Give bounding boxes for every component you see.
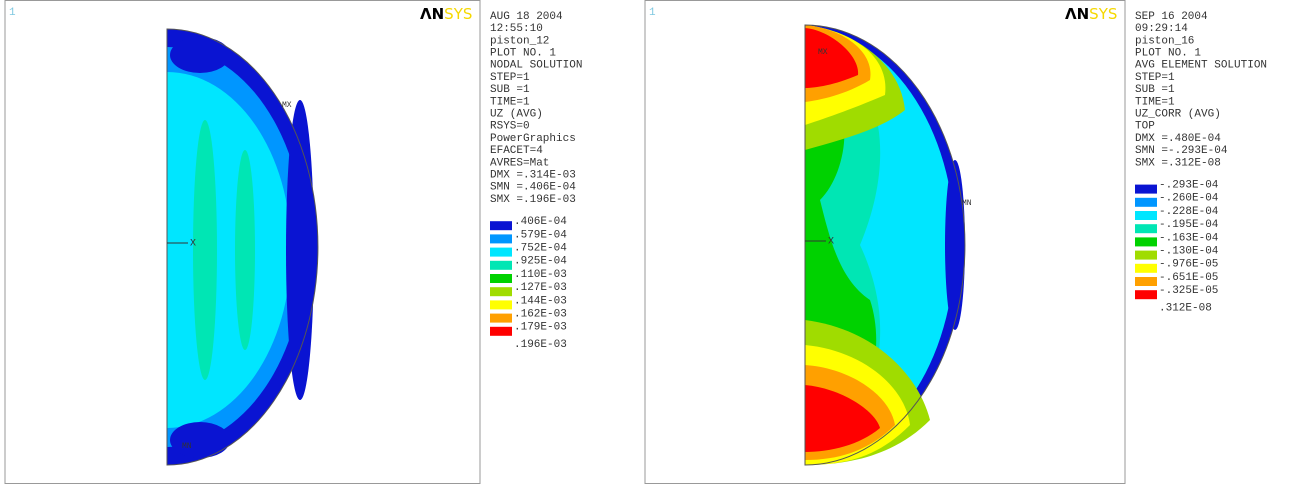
axis-label: X bbox=[828, 237, 834, 248]
info-line: TOP bbox=[1135, 121, 1155, 133]
legend-swatch bbox=[1135, 197, 1157, 207]
info-line: AVG ELEMENT SOLUTION bbox=[1135, 60, 1267, 72]
info-line: SEP 16 2004 bbox=[1135, 11, 1208, 23]
info-line: UZ (AVG) bbox=[490, 109, 543, 121]
info-line: 12:55:10 bbox=[490, 23, 543, 35]
info-line: DMX =.314E-03 bbox=[490, 170, 576, 182]
info-line: PLOT NO. 1 bbox=[490, 48, 556, 60]
info-line: piston_12 bbox=[490, 35, 549, 47]
legend-swatch bbox=[490, 274, 512, 283]
legend-label: .406E-04 bbox=[514, 216, 567, 228]
info-line: SMN =.406E-04 bbox=[490, 182, 576, 194]
info-line: NODAL SOLUTION bbox=[490, 60, 582, 72]
legend-label: -.130E-04 bbox=[1159, 246, 1219, 258]
max-marker: MX bbox=[818, 48, 828, 57]
axis-label: X bbox=[190, 239, 196, 250]
legend-label: .179E-03 bbox=[514, 322, 567, 334]
info-line: STEP=1 bbox=[490, 72, 530, 84]
legend-swatch bbox=[1135, 184, 1157, 194]
legend-swatch bbox=[490, 260, 512, 270]
contour-band bbox=[170, 37, 230, 73]
legend-label: -.163E-04 bbox=[1159, 232, 1219, 244]
legend-swatch bbox=[490, 313, 512, 323]
logo-light: SYS bbox=[444, 5, 472, 23]
contour-band bbox=[286, 100, 314, 400]
legend-label: .127E-03 bbox=[514, 282, 567, 294]
info-line: EFACET=4 bbox=[490, 145, 543, 157]
legend-label: -.325E-05 bbox=[1159, 285, 1218, 297]
contour-band bbox=[235, 150, 255, 350]
legend-swatch bbox=[490, 300, 512, 310]
info-line: TIME=1 bbox=[490, 96, 530, 108]
legend-label: .312E-08 bbox=[1159, 302, 1212, 314]
info-line: UZ_CORR (AVG) bbox=[1135, 109, 1221, 121]
min-marker: MN bbox=[182, 442, 192, 451]
info-line: TIME=1 bbox=[1135, 96, 1175, 108]
info-line: AUG 18 2004 bbox=[490, 11, 563, 23]
legend-label: .752E-04 bbox=[514, 243, 567, 255]
legend-swatch bbox=[1135, 224, 1157, 234]
contour-band bbox=[805, 28, 859, 88]
contour-band bbox=[193, 120, 217, 380]
info-line: SMX =.196E-03 bbox=[490, 194, 576, 206]
info-line: 09:29:14 bbox=[1135, 23, 1188, 35]
info-line: DMX =.480E-04 bbox=[1135, 133, 1221, 145]
max-marker: MX bbox=[282, 101, 292, 110]
legend-label: .162E-03 bbox=[514, 309, 567, 321]
legend-swatch bbox=[1135, 237, 1157, 247]
legend-swatch bbox=[1135, 263, 1157, 273]
legend-label: -.195E-04 bbox=[1159, 219, 1219, 231]
window-number: 1 bbox=[9, 7, 16, 19]
legend-label: -.651E-05 bbox=[1159, 272, 1218, 284]
info-line: AVRES=Mat bbox=[490, 157, 549, 169]
model-outline bbox=[804, 24, 966, 466]
info-line: RSYS=0 bbox=[490, 121, 530, 133]
min-marker: MN bbox=[962, 199, 972, 208]
legend-swatch bbox=[490, 287, 512, 297]
legend-label: .196E-03 bbox=[514, 339, 567, 351]
legend-label: -.293E-04 bbox=[1159, 180, 1219, 192]
info-line: SMX =.312E-08 bbox=[1135, 157, 1221, 169]
legend-swatch bbox=[1135, 211, 1157, 220]
contour-band bbox=[805, 385, 880, 452]
legend-label: .925E-04 bbox=[514, 256, 567, 268]
legend-label: .579E-04 bbox=[514, 229, 567, 241]
legend-swatch bbox=[1135, 290, 1157, 300]
legend-swatch bbox=[490, 247, 512, 257]
legend-swatch bbox=[1135, 277, 1157, 286]
ansys-logo: ΛNSYS bbox=[420, 5, 472, 23]
legend-swatch bbox=[490, 234, 512, 244]
info-line: SUB =1 bbox=[1135, 84, 1175, 96]
info-line: STEP=1 bbox=[1135, 72, 1175, 84]
info-line: SUB =1 bbox=[490, 84, 530, 96]
legend-label: -.976E-05 bbox=[1159, 259, 1218, 271]
logo-bold: ΛN bbox=[420, 5, 444, 23]
ansys-logo: ΛNSYS bbox=[1065, 5, 1117, 23]
legend-label: .144E-03 bbox=[514, 295, 567, 307]
model-outline bbox=[166, 28, 319, 466]
info-line: piston_16 bbox=[1135, 35, 1194, 47]
contour-band bbox=[945, 160, 965, 330]
contour-band bbox=[170, 422, 230, 458]
logo-light: SYS bbox=[1089, 5, 1117, 23]
info-line: PowerGraphics bbox=[490, 133, 576, 145]
legend-label: -.228E-04 bbox=[1159, 206, 1219, 218]
legend-swatch bbox=[490, 221, 512, 231]
legend-swatch bbox=[490, 326, 512, 336]
window-number: 1 bbox=[649, 7, 656, 19]
info-line: PLOT NO. 1 bbox=[1135, 48, 1201, 60]
legend-label: .110E-03 bbox=[514, 269, 567, 281]
legend-swatch bbox=[1135, 250, 1157, 260]
logo-bold: ΛN bbox=[1065, 5, 1089, 23]
info-line: SMN =-.293E-04 bbox=[1135, 145, 1228, 157]
legend-label: -.260E-04 bbox=[1159, 193, 1219, 205]
